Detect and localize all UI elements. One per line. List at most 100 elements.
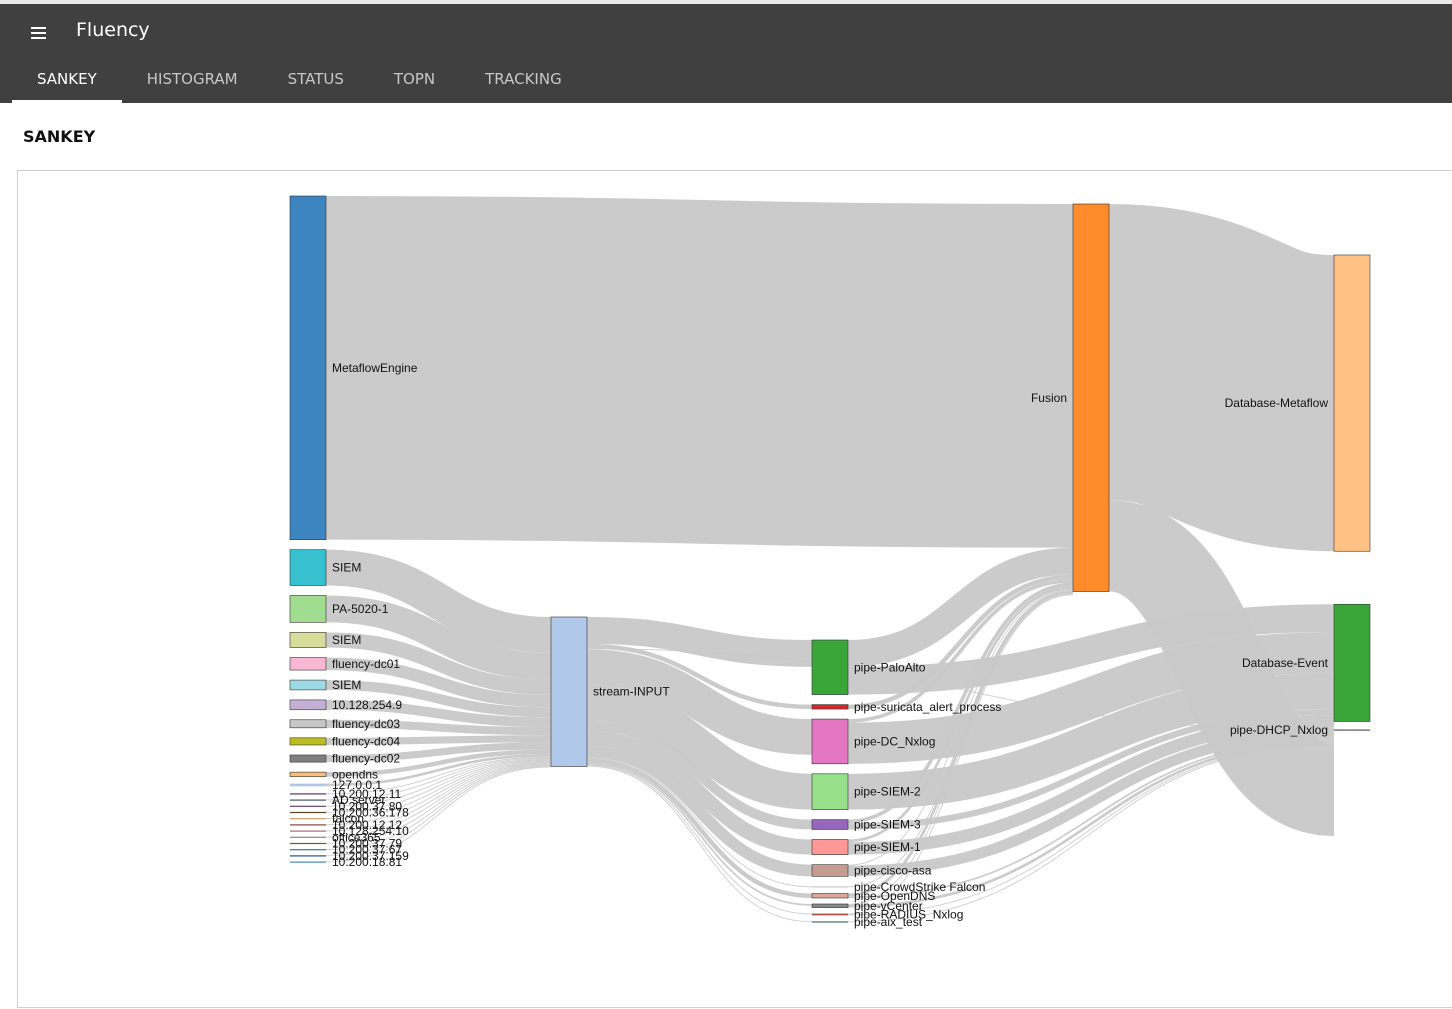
sankey-link-16[interactable] — [325, 760, 552, 819]
sankey-node-34[interactable] — [811, 903, 849, 908]
sankey-node-label-15: 10.200.36.178 — [332, 806, 409, 820]
sankey-link-32[interactable] — [586, 757, 813, 888]
sankey-link-23[interactable] — [325, 766, 552, 863]
sankey-node-25[interactable] — [811, 639, 849, 695]
sankey-link-52[interactable] — [847, 593, 1074, 905]
sankey-node-17[interactable] — [290, 824, 326, 826]
sankey-link-4[interactable] — [325, 657, 552, 708]
sankey-link-36[interactable] — [586, 765, 813, 923]
sankey-link-31[interactable] — [586, 745, 813, 877]
sankey-node-3[interactable] — [289, 632, 327, 648]
sankey-link-1[interactable] — [325, 549, 552, 653]
sankey-link-37[interactable] — [847, 547, 1074, 667]
sankey-node-5[interactable] — [289, 679, 327, 691]
sankey-link-14[interactable] — [325, 758, 552, 807]
sankey-link-27[interactable] — [586, 649, 813, 755]
sankey-node-30[interactable] — [811, 839, 849, 855]
sankey-node-31[interactable] — [811, 864, 849, 877]
sankey-node-29[interactable] — [811, 819, 849, 830]
sankey-link-28[interactable] — [586, 685, 813, 810]
sankey-node-4[interactable] — [289, 657, 327, 671]
app-header: Fluency SANKEY HISTOGRAM STATUS TOPN TRA… — [0, 4, 1452, 103]
sankey-link-39[interactable] — [847, 574, 1074, 710]
sankey-link-34[interactable] — [586, 762, 813, 906]
sankey-node-24[interactable] — [550, 616, 588, 767]
sankey-link-45[interactable] — [847, 586, 1074, 843]
sankey-link-15[interactable] — [325, 759, 552, 813]
tab-tracking[interactable]: TRACKING — [485, 70, 562, 88]
sankey-link-21[interactable] — [325, 764, 552, 850]
sankey-link-2[interactable] — [325, 595, 552, 680]
sankey-node-11[interactable] — [290, 783, 326, 787]
sankey-node-21[interactable] — [290, 849, 326, 851]
sankey-link-19[interactable] — [325, 762, 552, 838]
sankey-link-8[interactable] — [325, 735, 552, 745]
sankey-link-22[interactable] — [325, 765, 552, 857]
sankey-node-8[interactable] — [289, 737, 327, 746]
sankey-link-9[interactable] — [325, 742, 552, 763]
sankey-link-20[interactable] — [325, 763, 552, 844]
sankey-link-43[interactable] — [847, 582, 1074, 824]
sankey-node-39[interactable] — [1333, 603, 1371, 722]
sankey-node-15[interactable] — [290, 811, 326, 814]
sankey-node-0[interactable] — [289, 195, 327, 540]
sankey-node-label-30: pipe-SIEM-1 — [854, 840, 921, 854]
sankey-node-7[interactable] — [289, 719, 327, 729]
sankey-node-37[interactable] — [1072, 203, 1110, 592]
sankey-link-47[interactable] — [847, 588, 1074, 866]
sankey-link-12[interactable] — [325, 756, 552, 795]
sankey-node-14[interactable] — [290, 805, 326, 807]
tab-sankey[interactable]: SANKEY — [12, 58, 122, 103]
sankey-link-58[interactable] — [1104, 500, 1339, 837]
sankey-node-20[interactable] — [290, 842, 326, 845]
sankey-node-2[interactable] — [289, 595, 327, 623]
sankey-node-40[interactable] — [1334, 729, 1370, 731]
sankey-node-23[interactable] — [290, 861, 326, 863]
sankey-link-30[interactable] — [586, 730, 813, 855]
sankey-link-33[interactable] — [586, 758, 813, 898]
sankey-node-36[interactable] — [812, 921, 848, 923]
tab-histogram[interactable]: HISTOGRAM — [146, 70, 238, 88]
hamburger-menu-icon[interactable] — [31, 25, 47, 39]
sankey-node-6[interactable] — [289, 699, 327, 711]
sankey-node-33[interactable] — [811, 893, 849, 899]
sankey-link-49[interactable] — [847, 589, 1074, 888]
sankey-node-27[interactable] — [811, 718, 849, 765]
sankey-link-50[interactable] — [847, 590, 1074, 897]
sankey-link-13[interactable] — [325, 757, 552, 801]
sankey-node-13[interactable] — [290, 799, 326, 801]
sankey-node-16[interactable] — [290, 818, 326, 820]
sankey-link-6[interactable] — [325, 699, 552, 728]
tab-topn[interactable]: TOPN — [393, 70, 436, 88]
sankey-node-18[interactable] — [290, 830, 326, 832]
sankey-node-22[interactable] — [290, 855, 326, 857]
sankey-node-32[interactable] — [812, 886, 848, 888]
sankey-link-17[interactable] — [325, 761, 552, 826]
sankey-node-19[interactable] — [290, 836, 326, 838]
sankey-link-54[interactable] — [847, 594, 1074, 915]
sankey-node-10[interactable] — [289, 771, 327, 777]
sankey-node-28[interactable] — [811, 773, 849, 810]
tab-status[interactable]: STATUS — [287, 70, 344, 88]
sankey-link-35[interactable] — [586, 764, 813, 915]
sankey-link-29[interactable] — [586, 720, 813, 830]
sankey-link-10[interactable] — [325, 749, 552, 777]
sankey-link-0[interactable] — [325, 196, 1074, 548]
sankey-node-26[interactable] — [811, 704, 849, 710]
sankey-link-18[interactable] — [325, 761, 552, 832]
sankey-link-7[interactable] — [325, 719, 552, 736]
sankey-node-label-19: office365 — [332, 830, 381, 844]
sankey-link-26[interactable] — [586, 648, 1335, 731]
sankey-node-9[interactable] — [289, 754, 327, 763]
sankey-node-1[interactable] — [289, 549, 327, 586]
sankey-link-24[interactable] — [586, 617, 813, 667]
sankey-node-38[interactable] — [1333, 254, 1371, 552]
sankey-link-11[interactable] — [325, 753, 552, 787]
sankey-node-label-35: pipe-RADIUS_Nxlog — [854, 907, 963, 921]
sankey-node-35[interactable] — [812, 913, 848, 916]
sankey-link-40[interactable] — [847, 579, 1074, 723]
sankey-node-12[interactable] — [290, 793, 326, 795]
sankey-link-57[interactable] — [1105, 203, 1338, 552]
sankey-link-3[interactable] — [325, 632, 552, 695]
sankey-link-5[interactable] — [325, 680, 552, 718]
